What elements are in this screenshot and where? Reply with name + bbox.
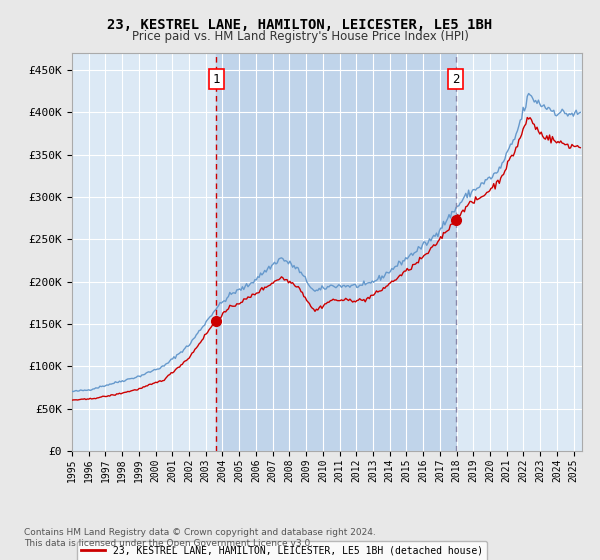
Text: 1: 1 bbox=[212, 73, 220, 86]
Text: Price paid vs. HM Land Registry's House Price Index (HPI): Price paid vs. HM Land Registry's House … bbox=[131, 30, 469, 43]
Bar bbox=[216, 53, 456, 451]
Legend: 23, KESTREL LANE, HAMILTON, LEICESTER, LE5 1BH (detached house), HPI: Average pr: 23, KESTREL LANE, HAMILTON, LEICESTER, L… bbox=[77, 541, 487, 560]
Text: 2: 2 bbox=[452, 73, 460, 86]
Text: Contains HM Land Registry data © Crown copyright and database right 2024.
This d: Contains HM Land Registry data © Crown c… bbox=[24, 528, 376, 548]
Text: 23, KESTREL LANE, HAMILTON, LEICESTER, LE5 1BH: 23, KESTREL LANE, HAMILTON, LEICESTER, L… bbox=[107, 18, 493, 32]
